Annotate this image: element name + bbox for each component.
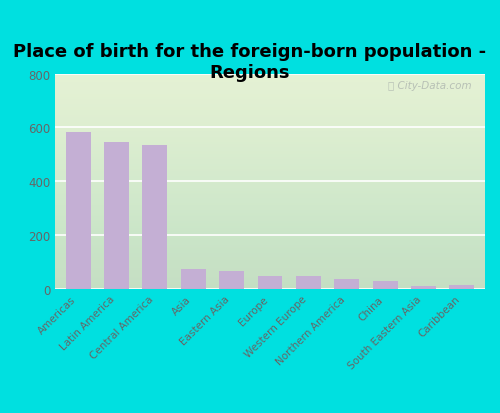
Bar — [411, 287, 436, 289]
Bar — [142, 145, 168, 289]
Text: Place of birth for the foreign-born population -
Regions: Place of birth for the foreign-born popu… — [14, 43, 486, 82]
Bar — [450, 286, 474, 289]
Bar — [180, 269, 206, 289]
Bar — [372, 281, 398, 289]
Bar — [66, 133, 90, 289]
Text: ⓘ City-Data.com: ⓘ City-Data.com — [388, 81, 472, 91]
Bar — [219, 272, 244, 289]
Bar — [296, 276, 321, 289]
Bar — [104, 142, 129, 289]
Bar — [334, 279, 359, 289]
Bar — [258, 276, 282, 289]
